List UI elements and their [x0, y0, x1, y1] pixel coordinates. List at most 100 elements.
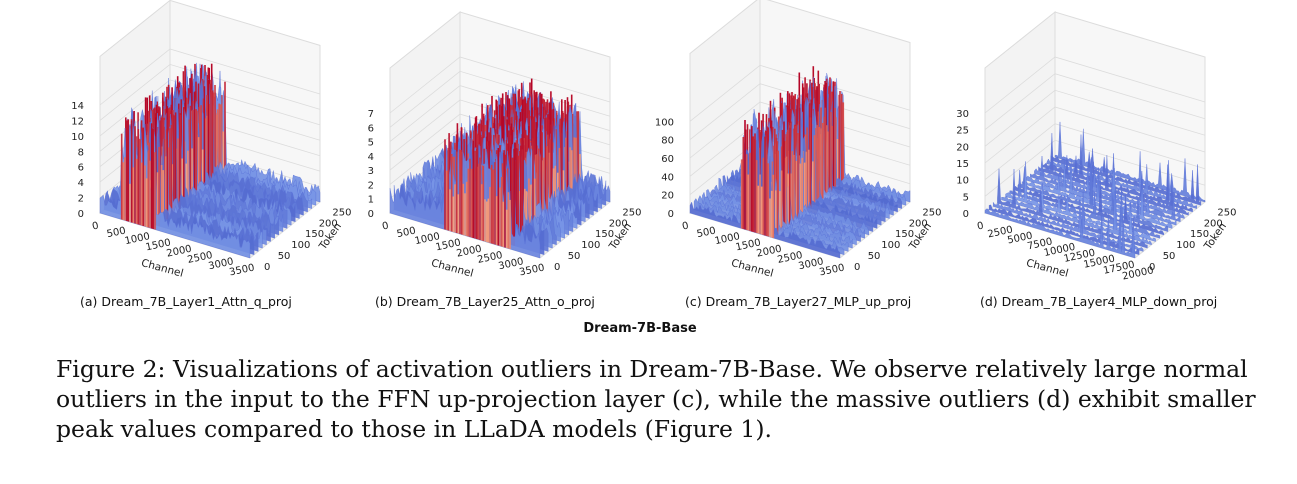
z-gridline [389, 56, 611, 114]
subplot-label: (d) Dream_7B_Layer4_MLP_down_proj [980, 294, 1217, 309]
z-tick-label: 3 [368, 166, 374, 177]
figure-caption: Figure 2: Visualizations of activation o… [56, 354, 1256, 444]
z-tick-label: 5 [963, 192, 969, 203]
y-tick-label: 100 [291, 240, 310, 251]
x-tick-label: 1000 [414, 231, 441, 247]
z-tick-label: 10 [71, 132, 84, 143]
z-gridline [99, 63, 321, 121]
y-tick-label: 0 [854, 262, 860, 273]
z-tick-label: 15 [956, 159, 969, 170]
z-gridline [689, 64, 911, 122]
x-tick-label: 500 [106, 225, 127, 240]
z-gridline [984, 89, 1206, 147]
x-axis-label: Channel [730, 257, 775, 280]
z-tick-label: 20 [956, 142, 969, 153]
x-tick-label: 3000 [797, 256, 824, 272]
y-tick-label: 200 [319, 218, 338, 229]
z-tick-label: 2 [368, 180, 374, 191]
z-gridline [984, 56, 1206, 114]
x-tick-label: 7500 [1026, 236, 1053, 252]
x-tick-label: 3500 [818, 262, 845, 278]
x-axis-label: Channel [1025, 257, 1070, 280]
x-tick-label: 2500 [476, 250, 503, 266]
x-tick-label: 2000 [756, 244, 783, 260]
x-tick-label: 3000 [207, 256, 234, 272]
x-axis-label: Channel [430, 257, 475, 280]
x-tick-label: 3500 [228, 262, 255, 278]
x-tick-label: 5000 [1006, 230, 1033, 246]
y-tick-label: 0 [264, 262, 270, 273]
y-tick-label: 100 [881, 240, 900, 251]
z-tick-label: 4 [78, 178, 84, 189]
x-tick-label: 2500 [186, 250, 213, 266]
y-tick-label: 200 [909, 218, 928, 229]
y-tick-label: 200 [1204, 218, 1223, 229]
z-tick-label: 25 [956, 126, 969, 137]
x-tick-label: 2000 [166, 244, 193, 260]
z-tick-label: 30 [956, 109, 969, 120]
y-tick-label: 50 [1163, 251, 1176, 262]
y-tick-label: 100 [1176, 240, 1195, 251]
z-tick-label: 14 [71, 101, 84, 112]
x-tick-label: 3500 [518, 262, 545, 278]
z-tick-label: 20 [661, 191, 674, 202]
surface-strip [1030, 155, 1181, 223]
x-tick-label: 500 [696, 225, 717, 240]
z-gridline [389, 85, 611, 142]
x-tick-label: 500 [396, 225, 417, 240]
z-tick-label: 7 [368, 109, 374, 120]
x-tick-label: 1500 [145, 237, 172, 253]
z-tick-label: 4 [368, 152, 374, 163]
y-tick-label: 250 [622, 207, 641, 218]
x-tick-label: 1500 [435, 237, 462, 253]
caption-line-3: peak values compared to those in LLaDA m… [56, 415, 772, 443]
x-axis-label: Channel [140, 257, 185, 280]
y-tick-label: 250 [332, 207, 351, 218]
z-gridline [389, 70, 611, 128]
caption-line-1: Figure 2: Visualizations of activation o… [56, 355, 1248, 383]
surface-strip [1021, 174, 1173, 229]
surface-strip [1054, 121, 1206, 203]
y-tick-label: 150 [895, 229, 914, 240]
y-tick-label: 50 [868, 251, 881, 262]
subplot-label: (b) Dream_7B_Layer25_Attn_o_proj [375, 294, 595, 309]
surface-strip [1001, 190, 1152, 246]
z-tick-label: 40 [661, 172, 674, 183]
z-tick-label: 2 [78, 194, 84, 205]
z-tick-label: 10 [956, 176, 969, 187]
z-tick-label: 12 [71, 116, 84, 127]
z-tick-label: 0 [668, 209, 674, 220]
y-tick-label: 150 [1190, 229, 1209, 240]
z-gridline [99, 79, 321, 137]
y-tick-label: 100 [581, 240, 600, 251]
z-gridline [689, 83, 911, 141]
y-tick-label: 250 [1217, 207, 1236, 218]
z-tick-label: 100 [655, 117, 674, 128]
y-tick-label: 0 [1149, 262, 1155, 273]
z-gridline [984, 139, 1206, 197]
surface-strip [984, 208, 1136, 259]
z-tick-label: 6 [78, 163, 84, 174]
z-gridline [689, 101, 911, 159]
y-tick-label: 200 [609, 218, 628, 229]
subplot-label: (c) Dream_7B_Layer27_MLP_up_proj [685, 294, 911, 309]
z-tick-label: 0 [368, 209, 374, 220]
y-tick-label: 0 [554, 262, 560, 273]
figure-panel: 0 2 4 6 8 10 12 14 0 500 1000 1500 2000 2500 3000 3500 0… [71, 0, 1236, 336]
x-tick-label: 1000 [124, 231, 151, 247]
z-tick-label: 6 [368, 123, 374, 134]
subplot-label: (a) Dream_7B_Layer1_Attn_q_proj [80, 294, 292, 309]
surface-strip [1025, 157, 1177, 226]
z-gridline [689, 119, 911, 177]
z-gridline [984, 73, 1206, 131]
z-gridline [99, 48, 321, 106]
z-gridline [984, 123, 1206, 181]
figure-title: Dream-7B-Base [583, 321, 697, 336]
x-tick-label: 3000 [497, 256, 524, 272]
x-tick-label: 0 [91, 221, 100, 233]
x-tick-label: 2500 [987, 224, 1014, 240]
